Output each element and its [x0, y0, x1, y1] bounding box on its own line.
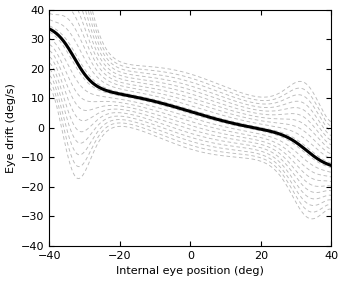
X-axis label: Internal eye position (deg): Internal eye position (deg)	[117, 266, 265, 276]
Y-axis label: Eye drift (deg/s): Eye drift (deg/s)	[6, 83, 15, 173]
